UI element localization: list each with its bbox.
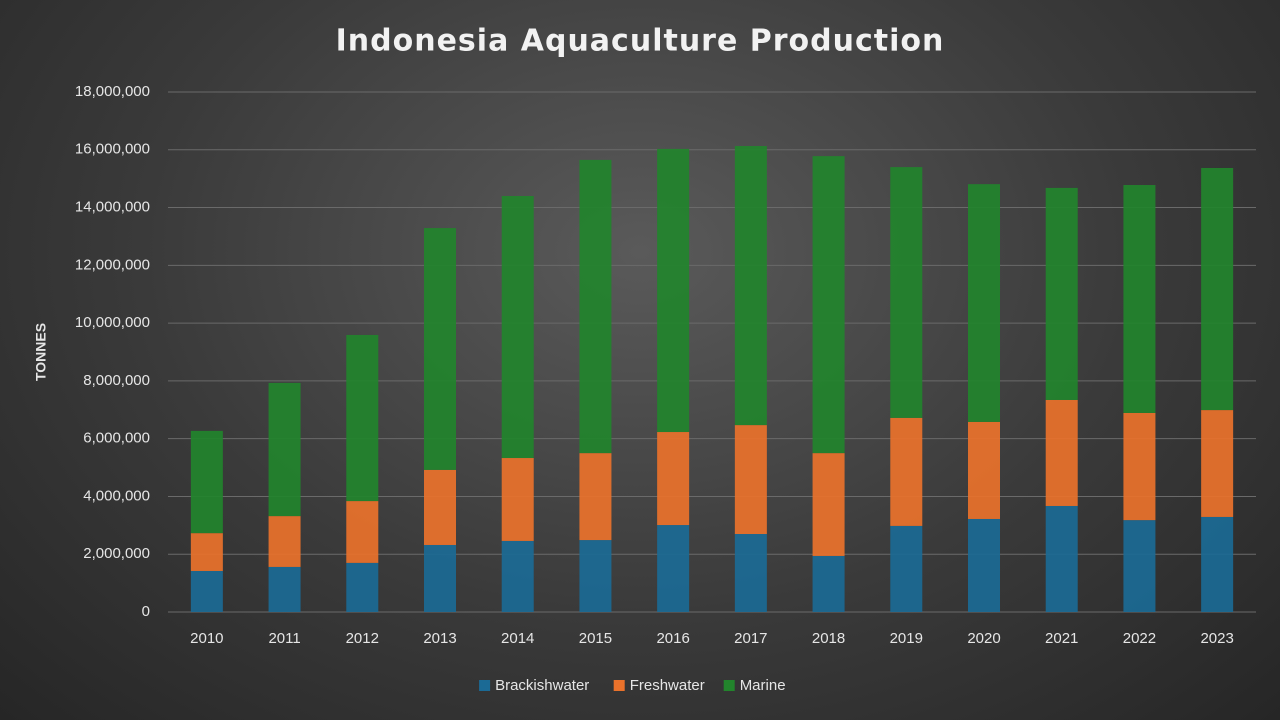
bar-segment <box>579 159 612 454</box>
bar-segment <box>812 453 845 556</box>
bar-segment <box>346 501 379 563</box>
bar-segment <box>890 167 923 418</box>
bar-segment <box>1045 399 1078 506</box>
bar-segment <box>734 534 767 612</box>
bar-segment <box>501 196 534 459</box>
bar-segment <box>268 516 301 567</box>
bar-segment <box>501 458 534 541</box>
bar-segment <box>657 525 690 612</box>
x-tick-label: 2011 <box>268 630 300 647</box>
x-tick-label: 2013 <box>423 630 456 647</box>
bar-segment <box>501 540 534 612</box>
x-tick-label: 2015 <box>579 630 612 647</box>
bar-segment <box>1201 167 1234 411</box>
bar-segment <box>734 146 767 426</box>
bar-segment <box>890 417 923 526</box>
y-tick-label: 14,000,000 <box>75 199 150 216</box>
bar-segment <box>1201 410 1234 517</box>
x-tick-label: 2021 <box>1045 630 1078 647</box>
bar-segment <box>424 469 456 545</box>
bar-segment <box>190 430 223 534</box>
bar-segment <box>1045 505 1078 612</box>
bar-segment <box>579 540 612 612</box>
x-tick-label: 2017 <box>734 630 767 647</box>
bar-segment <box>190 533 223 571</box>
bar-segment <box>346 562 379 612</box>
y-axis-title: TONNES <box>33 323 49 381</box>
legend-label: Freshwater <box>630 677 705 694</box>
bar-segment <box>346 334 379 502</box>
x-tick-label: 2023 <box>1200 630 1233 647</box>
y-tick-label: 4,000,000 <box>83 487 150 504</box>
bar-segment <box>812 555 845 612</box>
bar-segment <box>268 382 301 517</box>
bar-segment <box>1045 187 1078 400</box>
x-tick-label: 2019 <box>890 630 923 647</box>
legend-swatch <box>479 680 491 691</box>
bar-segment <box>968 421 1000 519</box>
chart-title: Indonesia Aquaculture Production <box>336 24 945 59</box>
y-tick-label: 8,000,000 <box>83 372 150 389</box>
bar-segment <box>268 566 301 612</box>
legend-label: Brackishwater <box>495 677 589 694</box>
bar-segment <box>1123 520 1156 612</box>
bar-segment <box>657 148 690 433</box>
x-tick-label: 2022 <box>1123 630 1156 647</box>
bar-segment <box>1123 185 1156 413</box>
y-tick-label: 12,000,000 <box>75 256 150 273</box>
x-tick-label: 2012 <box>346 630 379 647</box>
bar-segment <box>734 425 767 534</box>
x-tick-label: 2016 <box>656 630 689 647</box>
bar-segment <box>968 518 1000 612</box>
bar-segment <box>579 453 612 541</box>
legend-swatch <box>723 680 735 691</box>
bar-segment <box>1201 516 1234 612</box>
x-tick-label: 2020 <box>967 630 1000 647</box>
bar-segment <box>424 544 456 612</box>
y-tick-label: 2,000,000 <box>83 545 150 562</box>
legend-swatch <box>613 680 625 691</box>
y-tick-label: 18,000,000 <box>75 83 150 100</box>
bar-segment <box>968 184 1000 422</box>
bar-segment <box>890 525 923 612</box>
bar-segment <box>190 570 223 612</box>
bar-segment <box>812 156 845 454</box>
legend-label: Marine <box>740 677 786 694</box>
x-tick-label: 2010 <box>190 630 223 647</box>
bar-segment <box>1123 412 1156 521</box>
y-tick-label: 10,000,000 <box>75 314 150 331</box>
bar-segment <box>424 228 456 470</box>
bar-segment <box>657 432 690 526</box>
y-tick-label: 16,000,000 <box>75 141 150 158</box>
x-tick-label: 2014 <box>501 630 534 647</box>
y-tick-label: 6,000,000 <box>83 430 150 447</box>
y-tick-label: 0 <box>142 603 150 620</box>
x-tick-label: 2018 <box>812 630 845 647</box>
